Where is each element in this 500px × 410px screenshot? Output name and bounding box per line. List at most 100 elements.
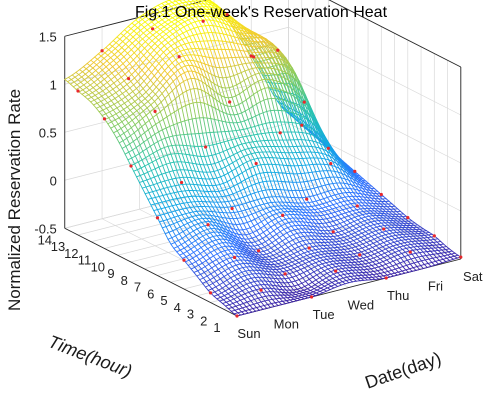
surface-mesh-line: [267, 42, 272, 48]
surface-mesh-line: [220, 201, 225, 208]
surface-mesh-line: [130, 52, 135, 57]
surface-mesh-line: [201, 239, 207, 243]
surface-mesh-line: [212, 25, 217, 34]
surface-mesh-line: [161, 127, 167, 131]
surface-mesh-line: [150, 75, 155, 81]
surface-mesh-line: [228, 162, 234, 166]
surface-mesh-line: [216, 235, 221, 240]
surface-mesh-line: [234, 31, 240, 34]
surface-mesh-line: [118, 114, 124, 119]
surface-mesh-line: [185, 35, 191, 39]
surface-mesh-line: [283, 227, 289, 230]
surface-mesh-line: [242, 136, 247, 144]
surface-mesh-line: [166, 25, 172, 30]
surface-mesh-line: [189, 88, 195, 90]
surface-mesh-line: [278, 64, 283, 75]
surface-mesh-line: [141, 44, 145, 49]
surface-mesh-line: [177, 161, 181, 171]
surface-mesh-line: [293, 214, 298, 219]
surface-mesh-line: [217, 248, 222, 253]
surface-mesh-line: [217, 85, 222, 96]
surface-mesh-line: [135, 91, 140, 96]
surface-mesh-line: [179, 134, 184, 146]
surface-mesh-line: [299, 89, 304, 99]
surface-mesh-line: [183, 49, 188, 56]
surface-mesh-line: [274, 48, 278, 54]
surface-mesh-line: [232, 160, 237, 164]
surface-mesh-line: [173, 215, 179, 218]
surface-mesh-line: [212, 261, 216, 266]
surface-mesh-line: [279, 211, 285, 213]
surface-mesh-line: [203, 248, 209, 252]
surface-mesh-line: [146, 29, 151, 34]
surface-mesh-line: [184, 4, 190, 6]
surface-mesh-line: [181, 213, 187, 216]
surface-mesh-line: [238, 204, 243, 212]
surface-mesh-line: [309, 188, 314, 197]
surface-mesh-line: [151, 126, 156, 135]
surface-mesh-line: [152, 31, 158, 36]
surface-mesh-line: [194, 78, 199, 81]
surface-mesh-line: [307, 172, 312, 182]
surface-mesh-line: [138, 18, 143, 23]
surface-mesh-line: [244, 108, 250, 112]
surface-mesh-line: [158, 129, 163, 133]
surface-mesh-line: [188, 216, 193, 219]
surface-mesh-line: [128, 119, 133, 124]
surface-mesh-line: [227, 28, 232, 37]
surface-mesh-line: [212, 25, 218, 27]
surface-mesh-line: [291, 83, 297, 96]
surface-mesh-line: [152, 190, 157, 193]
surface-mesh-line: [338, 192, 343, 195]
surface-mesh-line: [171, 205, 176, 212]
surface-mesh-line: [214, 75, 220, 78]
surface-mesh-line: [224, 221, 229, 228]
surface-mesh-line: [311, 171, 317, 173]
surface-mesh-line: [286, 131, 291, 141]
surface-mesh-line: [193, 272, 198, 277]
surface-mesh-line: [144, 163, 150, 167]
surface-mesh-line: [283, 131, 288, 141]
surface-mesh-line: [153, 45, 159, 51]
surface-mesh-line: [211, 153, 217, 156]
surface-mesh-line: [165, 54, 170, 60]
surface-mesh-line: [134, 70, 139, 75]
surface-mesh-line: [263, 172, 267, 182]
surface-mesh-line: [313, 135, 317, 143]
surface-mesh-line: [267, 244, 272, 249]
surface-mesh-line: [169, 224, 174, 232]
surface-mesh-line: [238, 165, 243, 174]
surface-mesh-line: [289, 101, 294, 114]
surface-mesh-line: [257, 190, 263, 193]
surface-mesh-line: [200, 62, 205, 71]
surface-mesh-line: [319, 143, 324, 150]
surface-mesh-line: [214, 211, 219, 218]
surface-mesh-line: [134, 161, 139, 165]
surface-mesh-line: [323, 145, 328, 152]
surface-mesh-line: [161, 88, 167, 94]
surface-mesh-line: [296, 113, 300, 125]
surface-mesh-line: [174, 185, 179, 193]
surface-mesh-line: [113, 79, 119, 84]
surface-mesh-line: [154, 100, 158, 107]
surface-mesh-line: [146, 58, 150, 63]
surface-mesh-line: [168, 171, 173, 180]
surface-mesh-line: [113, 103, 118, 109]
surface-mesh-line: [301, 132, 307, 134]
surface-mesh-line: [258, 124, 262, 135]
surface-mesh-line: [134, 163, 138, 171]
surface-mesh-line: [242, 229, 247, 236]
surface-mesh-line: [227, 253, 231, 259]
surface-mesh-line: [185, 153, 190, 164]
surface-mesh-line: [264, 57, 269, 64]
surface-mesh-line: [180, 8, 185, 11]
surface-mesh-line: [188, 257, 194, 261]
surface-mesh-line: [133, 104, 139, 108]
surface-mesh-line: [178, 15, 184, 19]
surface-mesh-line: [275, 239, 280, 244]
surface-mesh-line: [244, 148, 249, 151]
surface-mesh-line: [214, 107, 220, 111]
surface-mesh-line: [197, 221, 203, 225]
surface-mesh-line: [259, 53, 264, 55]
surface-mesh-line: [258, 182, 263, 192]
